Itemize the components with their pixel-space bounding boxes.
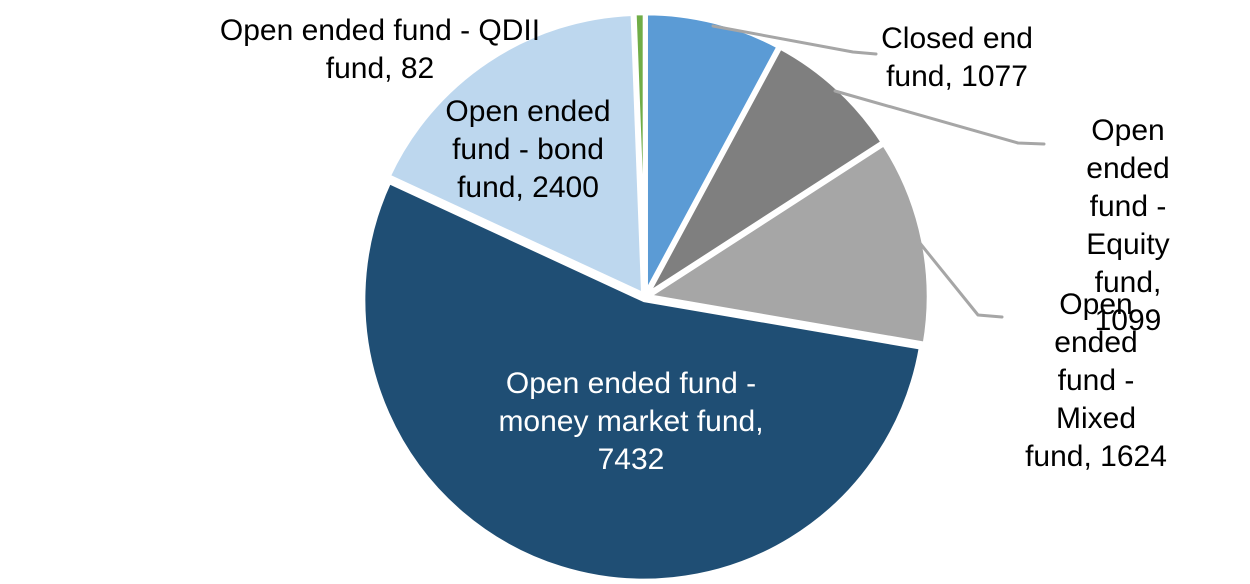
leader-line-equity-fund [833,89,1046,146]
pie-slice-mixed-fund [641,140,932,347]
pie-slice-money-market-fund [360,178,924,584]
pie-slice-qdii-fund [632,10,648,295]
pie-slice-equity-fund [645,44,887,297]
leader-line-mixed-fund [917,240,1004,319]
pie-slices [360,10,932,584]
leader-line-closed-end-fund [711,24,878,56]
pie-slice-closed-end-fund [643,10,782,296]
pie-slice-bond-fund [385,11,646,299]
